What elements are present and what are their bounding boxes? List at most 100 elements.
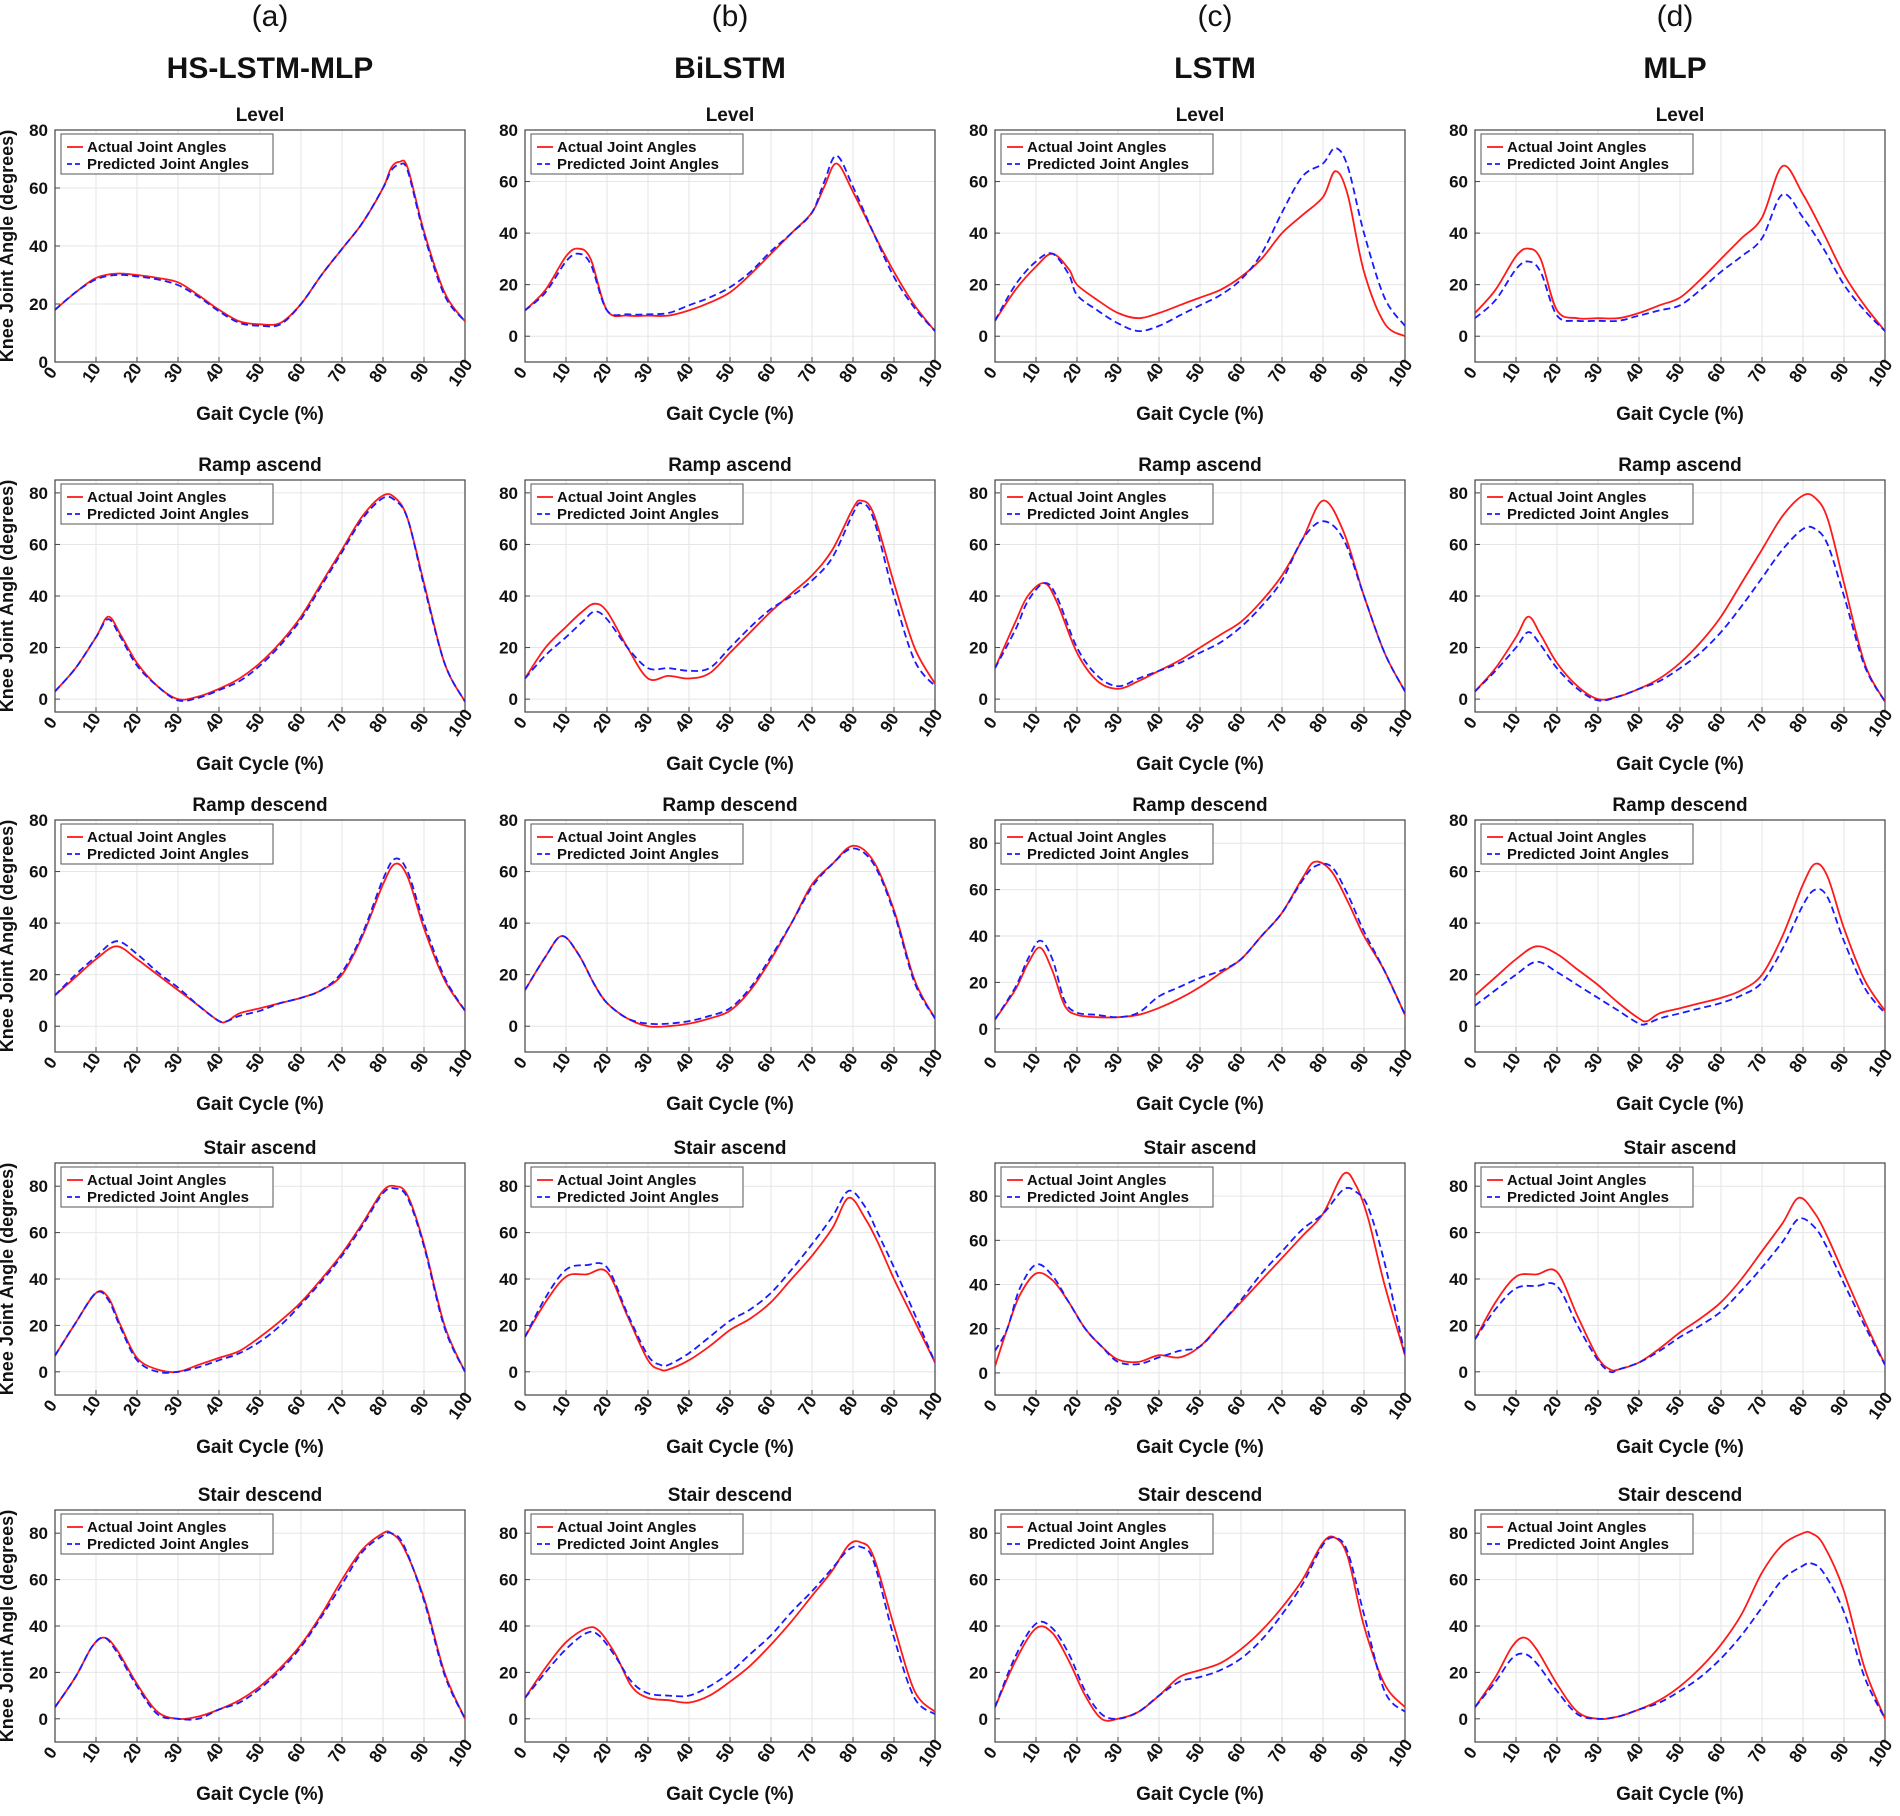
y-tick-label: 40: [499, 914, 518, 933]
y-tick-label: 60: [499, 173, 518, 192]
y-tick-label: 40: [499, 587, 518, 606]
series-actual-line: [1475, 1530, 1885, 1720]
x-tick-label: 10: [78, 360, 104, 386]
y-tick-label: 40: [499, 1617, 518, 1636]
x-tick-label: 60: [753, 360, 779, 386]
x-tick-label: 30: [630, 360, 656, 386]
y-tick-label: 40: [29, 1617, 48, 1636]
y-axis-label: Knee Joint Angle (degrees): [0, 820, 17, 1052]
legend-box: [1480, 1166, 1694, 1208]
x-tick-label: 40: [201, 1050, 227, 1076]
y-tick-label: 60: [969, 881, 988, 900]
y-tick-label: 80: [499, 121, 518, 140]
x-tick-label: 40: [1141, 360, 1167, 386]
y-tick-label: 20: [29, 639, 48, 658]
series-actual-line: [525, 162, 935, 332]
x-tick-label: 10: [1498, 1393, 1524, 1419]
col-letter-c: (c): [1197, 0, 1233, 33]
y-tick-label: 0: [979, 1364, 988, 1383]
y-tick-label: 0: [979, 1710, 988, 1729]
x-tick-label: 50: [1662, 710, 1688, 736]
y-tick-label: 80: [29, 1177, 48, 1196]
x-tick-label: 20: [1539, 1050, 1565, 1076]
x-axis-label: Gait Cycle (%): [1616, 1784, 1744, 1805]
x-tick-label: 100: [445, 1046, 477, 1080]
x-tick-label: 100: [1865, 1389, 1897, 1423]
x-tick-label: 20: [1539, 710, 1565, 736]
x-tick-label: 30: [1580, 1740, 1606, 1766]
x-tick-label: 30: [630, 1393, 656, 1419]
legend-label: Actual Joint Angles: [1027, 829, 1166, 846]
y-tick-label: 0: [509, 1710, 518, 1729]
x-tick-label: 30: [160, 1050, 186, 1076]
x-tick-label: 70: [1264, 360, 1290, 386]
x-tick-label: 100: [445, 706, 477, 740]
y-tick-label: 80: [969, 121, 988, 140]
x-tick-label: 80: [835, 360, 861, 386]
y-tick-label: 80: [499, 484, 518, 503]
y-tick-label: 20: [29, 1663, 48, 1682]
x-tick-label: 70: [794, 1393, 820, 1419]
x-tick-label: 90: [1826, 1393, 1852, 1419]
x-tick-label: 60: [1223, 1050, 1249, 1076]
x-tick-label: 10: [1018, 1393, 1044, 1419]
y-tick-label: 80: [969, 1524, 988, 1543]
x-axis-label: Gait Cycle (%): [1136, 1437, 1264, 1458]
y-tick-label: 80: [29, 1524, 48, 1543]
legend-box: [60, 823, 274, 865]
x-tick-label: 40: [1141, 1393, 1167, 1419]
x-tick-label: 40: [671, 1050, 697, 1076]
series-actual-line: [1475, 493, 1885, 703]
y-tick-label: 0: [39, 1710, 48, 1729]
x-tick-label: 0: [40, 714, 61, 733]
series-actual-line: [995, 860, 1405, 1021]
y-tick-label: 80: [499, 1177, 518, 1196]
x-tick-label: 0: [1460, 364, 1481, 383]
y-tick-label: 60: [29, 1224, 48, 1243]
series-actual-line: [55, 862, 465, 1024]
legend-label: Predicted Joint Angles: [1507, 846, 1669, 863]
legend-label: Actual Joint Angles: [557, 829, 696, 846]
subplot-2-1: 0 20 40 60 80 0 10 20 30 40 50 60 70 80 90 100 Ramp asce…: [0, 455, 476, 775]
x-tick-label: 50: [1662, 1740, 1688, 1766]
x-tick-label: 70: [794, 710, 820, 736]
x-tick-label: 10: [1498, 710, 1524, 736]
subplot-title: Ramp ascend: [1618, 455, 1742, 476]
col-model-b: BiLSTM: [674, 52, 786, 85]
y-tick-label: 80: [1449, 1177, 1468, 1196]
y-tick-label: 40: [969, 224, 988, 243]
subplot-2-3: 0 20 40 60 80 0 10 20 30 40 50 60 70 80 90 100 Ramp asce…: [969, 455, 1416, 775]
y-tick-label: 0: [509, 1017, 518, 1036]
legend-label: Predicted Joint Angles: [1027, 846, 1189, 863]
x-axis-label: Gait Cycle (%): [196, 1437, 324, 1458]
y-tick-label: 40: [969, 927, 988, 946]
y-tick-label: 20: [1449, 1316, 1468, 1335]
x-tick-label: 100: [445, 356, 477, 390]
y-axis-label: Knee Joint Angle (degrees): [0, 480, 17, 712]
legend-box: [1000, 133, 1214, 175]
y-tick-label: 60: [499, 1224, 518, 1243]
y-tick-label: 0: [1459, 1017, 1468, 1036]
x-tick-label: 70: [1744, 360, 1770, 386]
x-tick-label: 90: [406, 710, 432, 736]
subplot-2-2: 0 20 40 60 80 0 10 20 30 40 50 60 70 80 90 100 Ramp asce…: [499, 455, 946, 775]
x-tick-label: 60: [283, 360, 309, 386]
legend-box: [60, 483, 274, 525]
x-tick-label: 80: [1785, 710, 1811, 736]
x-tick-label: 90: [876, 1740, 902, 1766]
x-axis-label: Gait Cycle (%): [1136, 754, 1264, 775]
subplot-3-2: 0 20 40 60 80 0 10 20 30 40 50 60 70 80 90 100 Ramp desc…: [499, 795, 946, 1115]
x-tick-label: 80: [1305, 1740, 1331, 1766]
y-tick-label: 0: [39, 690, 48, 709]
legend-label: Predicted Joint Angles: [1507, 1536, 1669, 1553]
x-tick-label: 20: [1539, 360, 1565, 386]
legend-label: Predicted Joint Angles: [557, 1189, 719, 1206]
legend-box: [530, 1166, 744, 1208]
x-tick-label: 20: [589, 1393, 615, 1419]
subplot-title: Level: [1656, 105, 1705, 126]
x-tick-label: 50: [1182, 1740, 1208, 1766]
